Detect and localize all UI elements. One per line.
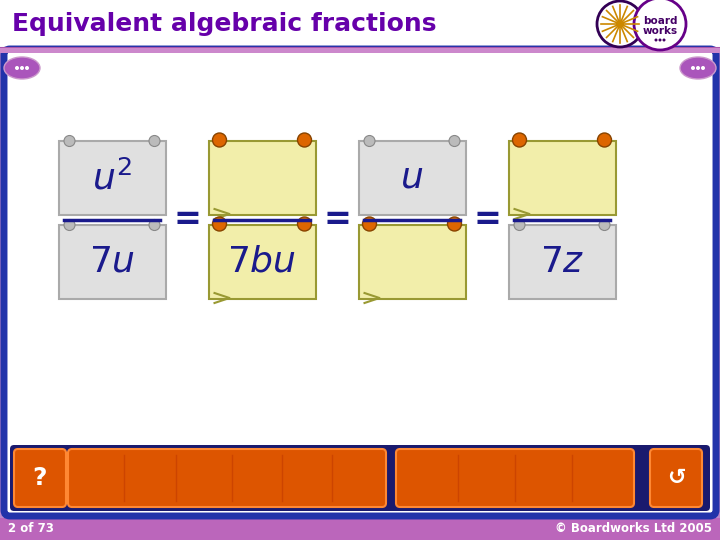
- FancyBboxPatch shape: [58, 141, 166, 215]
- Text: $7u$: $7u$: [89, 245, 135, 279]
- FancyBboxPatch shape: [359, 141, 466, 215]
- Circle shape: [691, 66, 695, 70]
- Circle shape: [212, 217, 227, 231]
- Text: =: =: [473, 204, 501, 237]
- FancyBboxPatch shape: [68, 449, 386, 507]
- Circle shape: [15, 66, 19, 70]
- FancyBboxPatch shape: [359, 225, 466, 299]
- Text: =: =: [323, 204, 351, 237]
- Circle shape: [513, 133, 526, 147]
- Text: 2 of 73: 2 of 73: [8, 523, 54, 536]
- Circle shape: [597, 1, 643, 47]
- FancyBboxPatch shape: [650, 449, 702, 507]
- Circle shape: [616, 20, 624, 28]
- Circle shape: [448, 217, 462, 231]
- Circle shape: [20, 66, 24, 70]
- Text: ?: ?: [32, 466, 48, 490]
- Text: board: board: [643, 16, 678, 26]
- FancyBboxPatch shape: [508, 141, 616, 215]
- Circle shape: [696, 66, 700, 70]
- Circle shape: [212, 133, 227, 147]
- Text: =: =: [173, 204, 201, 237]
- FancyBboxPatch shape: [508, 225, 616, 299]
- Circle shape: [599, 219, 610, 231]
- Circle shape: [149, 136, 160, 146]
- Text: $u$: $u$: [400, 161, 423, 195]
- FancyBboxPatch shape: [14, 449, 66, 507]
- Text: © Boardworks Ltd 2005: © Boardworks Ltd 2005: [555, 523, 712, 536]
- Circle shape: [662, 38, 665, 42]
- Circle shape: [364, 136, 375, 146]
- FancyBboxPatch shape: [396, 449, 634, 507]
- Circle shape: [634, 0, 686, 50]
- Text: $7z$: $7z$: [540, 245, 585, 279]
- Text: works: works: [642, 26, 678, 36]
- Circle shape: [64, 136, 75, 146]
- Text: $u^2$: $u^2$: [92, 160, 132, 196]
- Circle shape: [659, 38, 662, 42]
- Circle shape: [362, 217, 377, 231]
- FancyBboxPatch shape: [209, 225, 315, 299]
- Text: ↺: ↺: [667, 468, 685, 488]
- Ellipse shape: [680, 57, 716, 79]
- Circle shape: [64, 219, 75, 231]
- Circle shape: [514, 219, 525, 231]
- Text: Equivalent algebraic fractions: Equivalent algebraic fractions: [12, 12, 436, 36]
- Circle shape: [297, 217, 312, 231]
- Circle shape: [25, 66, 29, 70]
- Circle shape: [701, 66, 705, 70]
- FancyBboxPatch shape: [10, 445, 710, 511]
- Bar: [0, 48, 720, 53]
- FancyBboxPatch shape: [4, 49, 716, 516]
- FancyBboxPatch shape: [58, 225, 166, 299]
- Circle shape: [297, 133, 312, 147]
- Bar: [0, 0, 720, 48]
- Text: $7bu$: $7bu$: [228, 245, 297, 279]
- Bar: [0, 518, 720, 540]
- Ellipse shape: [4, 57, 40, 79]
- Circle shape: [654, 38, 657, 42]
- Circle shape: [149, 219, 160, 231]
- Circle shape: [449, 136, 460, 146]
- FancyBboxPatch shape: [209, 141, 315, 215]
- Circle shape: [598, 133, 611, 147]
